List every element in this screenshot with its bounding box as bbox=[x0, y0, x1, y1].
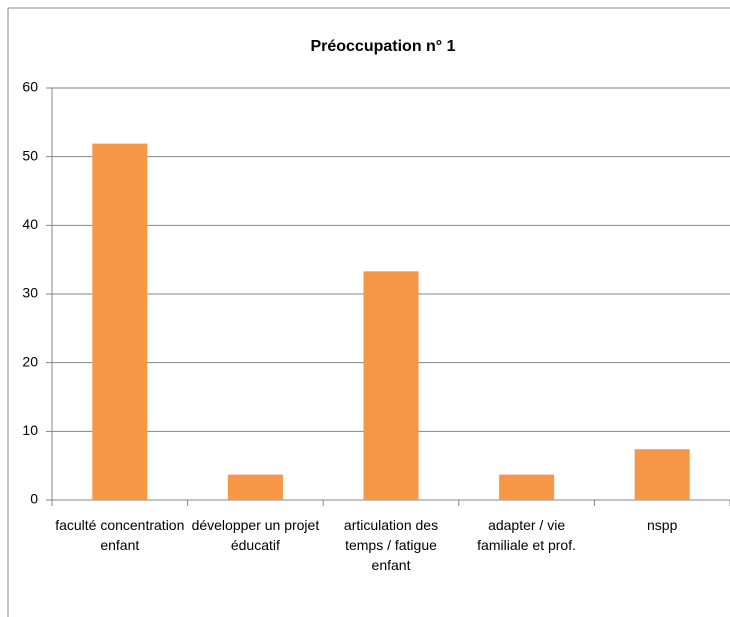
y-tick-label: 30 bbox=[22, 285, 38, 301]
x-tick-label: faculté concentration enfant bbox=[55, 517, 185, 553]
bar bbox=[634, 449, 690, 500]
x-tick-label: développer un projet éducatif bbox=[191, 517, 320, 553]
x-tick-label: nspp bbox=[647, 517, 678, 533]
y-tick-label: 10 bbox=[22, 422, 38, 438]
x-tick-label: adapter / vie familiale et prof. bbox=[477, 517, 576, 553]
x-tick-label: articulation des temps / fatigue enfant bbox=[343, 517, 439, 573]
bar bbox=[499, 474, 555, 500]
y-tick-label: 20 bbox=[22, 353, 38, 369]
chart-title: Préoccupation n° 1 bbox=[310, 38, 455, 55]
bar bbox=[363, 271, 419, 500]
y-tick-label: 0 bbox=[30, 491, 38, 507]
y-tick-label: 40 bbox=[22, 216, 38, 232]
y-tick-label: 50 bbox=[22, 147, 38, 163]
bar bbox=[227, 474, 283, 500]
bar bbox=[92, 143, 148, 500]
y-tick-label: 60 bbox=[22, 79, 38, 95]
